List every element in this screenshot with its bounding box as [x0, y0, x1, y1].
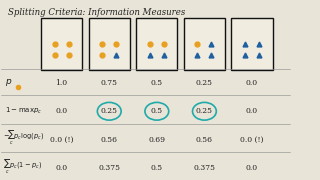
Text: $-\!\sum_c p_c \log(p_c)$: $-\!\sum_c p_c \log(p_c)$ [3, 130, 44, 147]
FancyBboxPatch shape [184, 18, 225, 70]
Text: 0.5: 0.5 [151, 107, 163, 115]
Text: 0.0: 0.0 [246, 107, 258, 115]
Text: $\sum_c p_c(1 - p_c)$: $\sum_c p_c(1 - p_c)$ [3, 159, 42, 176]
Text: 0.0 (!): 0.0 (!) [240, 136, 264, 144]
Text: 0.0: 0.0 [56, 164, 68, 172]
Text: 1.0: 1.0 [56, 79, 68, 87]
Text: $1 - \max p_c$: $1 - \max p_c$ [4, 106, 42, 116]
Text: 0.75: 0.75 [101, 79, 118, 87]
Text: 0.56: 0.56 [196, 136, 213, 144]
Text: 0.375: 0.375 [98, 164, 120, 172]
FancyBboxPatch shape [136, 18, 178, 70]
Text: 0.25: 0.25 [196, 79, 213, 87]
FancyBboxPatch shape [89, 18, 130, 70]
Text: 0.5: 0.5 [151, 164, 163, 172]
Text: 0.69: 0.69 [148, 136, 165, 144]
Text: 0.375: 0.375 [193, 164, 215, 172]
Text: 0.25: 0.25 [101, 107, 118, 115]
Text: 0.5: 0.5 [151, 79, 163, 87]
Text: Splitting Criteria: Information Measures: Splitting Criteria: Information Measures [8, 8, 185, 17]
FancyBboxPatch shape [41, 18, 82, 70]
Text: 0.0 (!): 0.0 (!) [50, 136, 73, 144]
Text: 0.0: 0.0 [246, 79, 258, 87]
FancyBboxPatch shape [231, 18, 273, 70]
Text: $p$: $p$ [4, 76, 12, 87]
Text: 0.0: 0.0 [246, 164, 258, 172]
Text: 0.25: 0.25 [196, 107, 213, 115]
Text: 0.56: 0.56 [101, 136, 118, 144]
Text: 0.0: 0.0 [56, 107, 68, 115]
